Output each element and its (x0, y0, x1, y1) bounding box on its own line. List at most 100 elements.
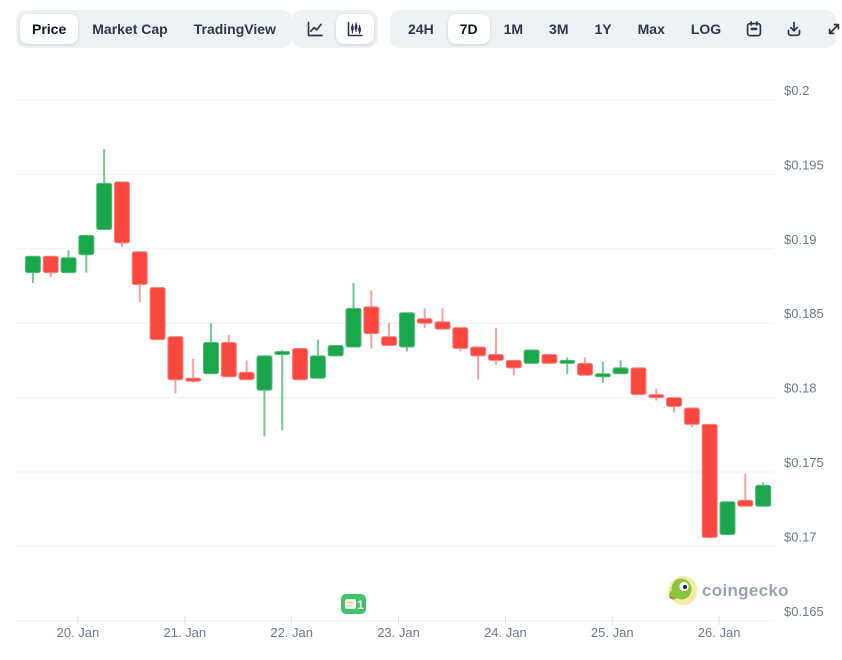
candlestick[interactable] (309, 339, 326, 379)
chart-type-line-chart-button[interactable] (296, 14, 334, 44)
tab-price[interactable]: Price (20, 14, 79, 44)
candlestick[interactable] (487, 327, 504, 365)
candlestick[interactable] (238, 360, 255, 381)
candle-body (612, 367, 629, 375)
candlestick[interactable] (523, 349, 540, 364)
candlestick-chart: $0.2 $0.195 $0.19 $0.185 $0.18 $0.175 $0.17 $0.… (0, 60, 842, 655)
candlestick[interactable] (452, 327, 469, 352)
candle-body (149, 286, 166, 341)
candlestick[interactable] (327, 345, 344, 357)
candle-body (630, 367, 647, 396)
y-axis-label: $0.185 (784, 306, 824, 321)
candlestick[interactable] (755, 482, 772, 507)
range-max-button[interactable]: Max (626, 14, 677, 44)
candle-body (523, 349, 540, 364)
candlestick[interactable] (398, 312, 415, 352)
candlestick[interactable] (416, 308, 433, 328)
y-axis-label: $0.18 (784, 381, 817, 396)
news-annotation-badge[interactable]: 1 (340, 594, 366, 614)
x-axis-label: 21. Jan (163, 625, 206, 640)
candlestick[interactable] (363, 290, 380, 349)
candlestick[interactable] (630, 367, 647, 396)
range-button-group: 24H 7D 1M 3M 1Y Max LOG (390, 10, 840, 48)
x-axis-label: 22. Jan (270, 625, 313, 640)
candle-body (487, 353, 504, 361)
range-1m-button[interactable]: 1M (492, 14, 535, 44)
candlestick[interactable] (203, 323, 220, 375)
y-axis-label: $0.19 (784, 232, 817, 247)
candlestick[interactable] (648, 388, 665, 401)
candlestick[interactable] (594, 361, 611, 383)
candlestick[interactable] (24, 255, 41, 284)
candle-body (541, 353, 558, 364)
candlestick[interactable] (719, 501, 736, 535)
gecko-pupil (682, 584, 688, 590)
candle-body (434, 321, 451, 330)
candlestick[interactable] (113, 181, 130, 248)
candlestick[interactable] (505, 359, 522, 376)
candlestick[interactable] (612, 360, 629, 375)
candle-body (363, 306, 380, 335)
candlestick[interactable] (220, 335, 237, 378)
candlestick[interactable] (131, 251, 148, 303)
range-7d-button[interactable]: 7D (447, 14, 490, 44)
range-1y-button[interactable]: 1Y (583, 14, 624, 44)
candlestick[interactable] (167, 336, 184, 394)
candlestick[interactable] (78, 234, 95, 273)
candle-body (452, 327, 469, 349)
range-24h-button[interactable]: 24H (396, 14, 446, 44)
coingecko-watermark: coingecko (668, 576, 788, 605)
candlestick[interactable] (737, 473, 754, 507)
candlestick[interactable] (470, 346, 487, 380)
chart-canvas: $0.2 $0.195 $0.19 $0.185 $0.18 $0.175 $0.17 $0.… (16, 83, 824, 640)
x-axis-label: 26. Jan (698, 625, 741, 640)
candlestick[interactable] (683, 407, 700, 428)
candle-body (327, 345, 344, 357)
candle-body (505, 359, 522, 369)
candle-body (113, 181, 130, 244)
x-axis-label: 25. Jan (591, 625, 634, 640)
chart-type-candlestick-chart-button[interactable] (336, 14, 374, 44)
candlestick[interactable] (541, 353, 558, 364)
candlestick[interactable] (434, 308, 451, 330)
candle-body (416, 318, 433, 324)
candle-body (683, 407, 700, 425)
candle-body (737, 499, 754, 507)
fullscreen-button[interactable] (815, 14, 842, 44)
y-axis-label: $0.17 (784, 529, 817, 544)
download-button[interactable] (775, 14, 813, 44)
candlestick[interactable] (185, 358, 202, 383)
candlestick[interactable] (96, 149, 113, 230)
y-axis-label: $0.165 (784, 604, 824, 619)
candle-body (256, 355, 273, 391)
y-axis-label: $0.2 (784, 83, 809, 98)
tab-market-cap[interactable]: Market Cap (80, 14, 179, 44)
candle-body (309, 355, 326, 379)
range-3m-button[interactable]: 3M (537, 14, 580, 44)
candle-body (185, 377, 202, 382)
candle-body (60, 257, 77, 274)
candle-body (238, 371, 255, 381)
candle-body (755, 484, 772, 507)
candlestick[interactable] (42, 255, 59, 278)
candlestick[interactable] (559, 357, 576, 374)
y-axis-label: $0.175 (784, 455, 824, 470)
candlestick[interactable] (60, 250, 77, 274)
candlestick[interactable] (577, 357, 594, 376)
candle-body (594, 373, 611, 378)
candlestick[interactable] (666, 397, 683, 413)
candlestick[interactable] (381, 323, 398, 347)
tab-tradingview[interactable]: TradingView (182, 14, 288, 44)
candlestick[interactable] (292, 347, 309, 381)
candlestick[interactable] (256, 355, 273, 437)
candlestick[interactable] (701, 423, 718, 538)
calendar-button[interactable] (735, 14, 773, 44)
download-icon (787, 21, 801, 37)
candle-body (345, 307, 362, 348)
range-log-button[interactable]: LOG (679, 14, 733, 44)
x-axis-label: 20. Jan (57, 625, 100, 640)
gecko-nostril (670, 596, 673, 599)
candlestick[interactable] (345, 283, 362, 348)
candlestick[interactable] (149, 286, 166, 341)
candlestick[interactable] (274, 349, 291, 431)
